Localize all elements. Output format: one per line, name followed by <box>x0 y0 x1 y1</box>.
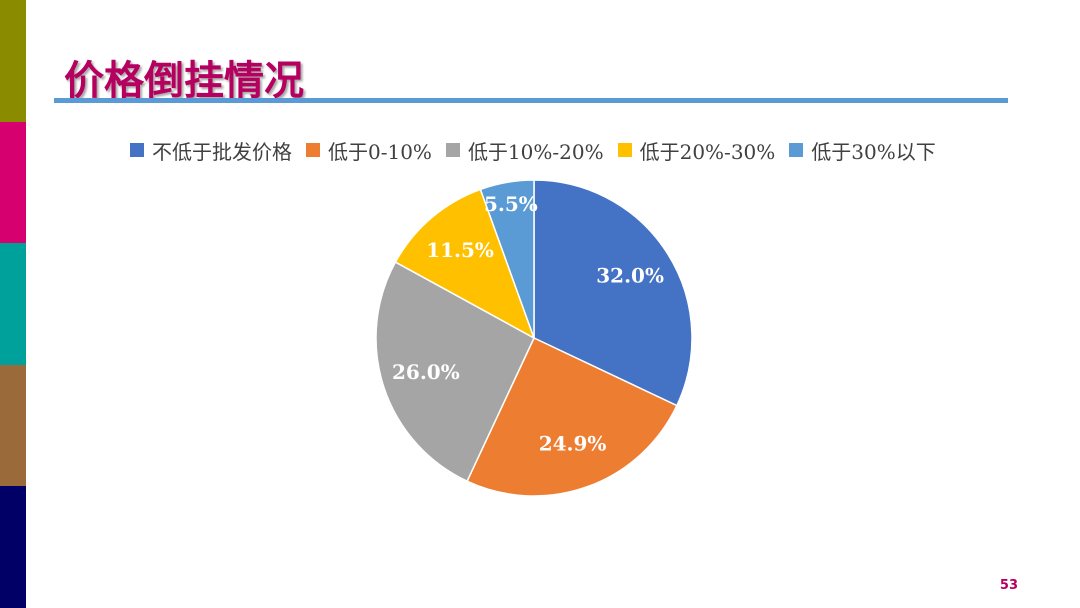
legend-swatch-5 <box>789 143 804 157</box>
legend-item-1: 不低于批发价格 <box>130 136 292 165</box>
pie-label-2: 24.9% <box>539 432 607 456</box>
legend-item-2: 低于0-10% <box>306 136 432 165</box>
pie-slice-4 <box>394 188 536 340</box>
legend-swatch-4 <box>617 143 632 157</box>
side-block-1 <box>0 0 26 122</box>
legend-item-4: 低于20%-30% <box>617 136 776 165</box>
pie-label-4: 11.5% <box>426 238 494 262</box>
legend-swatch-3 <box>445 143 460 157</box>
page-number: 53 <box>999 578 1018 593</box>
pie-label-1: 32.0% <box>596 264 664 288</box>
pie-slice-1 <box>533 179 693 407</box>
legend-item-3: 低于10%-20% <box>445 136 604 165</box>
pie-slice-5 <box>479 179 535 339</box>
legend-label-5: 低于30%以下 <box>811 139 936 164</box>
legend-label-4: 低于20%-30% <box>639 139 776 164</box>
legend-label-3: 低于10%-20% <box>467 139 604 164</box>
pie-label-5: 5.5% <box>484 192 538 216</box>
chart-legend: 不低于批发价格 低于0-10% 低于10%-20% 低于20%-30% 低于30… <box>130 135 990 165</box>
side-block-5 <box>0 486 26 608</box>
legend-swatch-2 <box>306 143 320 157</box>
legend-label-2: 低于0-10% <box>328 139 432 164</box>
legend-item-5: 低于30%以下 <box>789 136 936 165</box>
side-block-4 <box>0 365 26 486</box>
legend-swatch-1 <box>130 143 144 157</box>
title-underline <box>54 98 1008 103</box>
pie-label-3: 26.0% <box>392 360 460 384</box>
side-block-2 <box>0 122 26 243</box>
slide-title: 价格倒挂情况 <box>64 58 304 104</box>
legend-label-1: 不低于批发价格 <box>152 139 292 164</box>
pie-slice-2 <box>466 336 678 497</box>
side-color-bar <box>0 0 26 608</box>
side-block-3 <box>0 243 26 365</box>
